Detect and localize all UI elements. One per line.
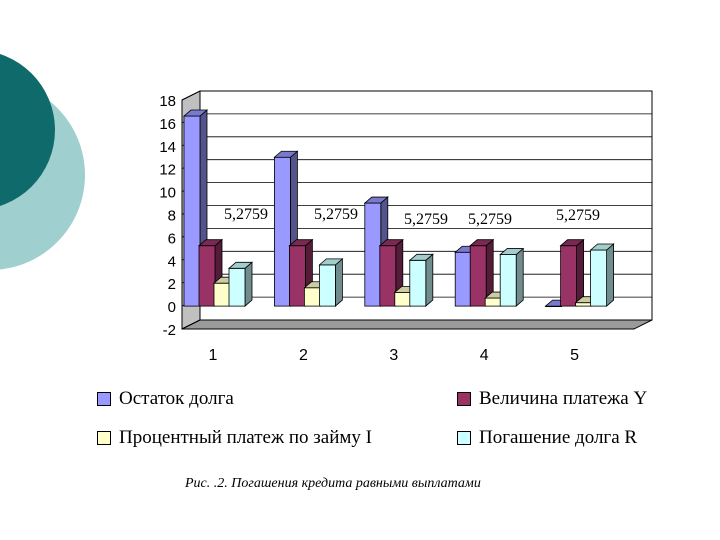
x-tick-label: 3 (389, 347, 398, 364)
data-label: 5,2759 (468, 211, 512, 228)
x-tick-label: 2 (299, 347, 308, 364)
decor-circle-dark (0, 54, 55, 206)
gridline-side (181, 90, 201, 101)
x-tick-label: 4 (480, 347, 489, 364)
y-tick-label: 0 (168, 299, 176, 316)
bar (228, 267, 246, 307)
y-tick-label: 10 (159, 185, 176, 202)
bar-top (197, 239, 224, 247)
bar (499, 254, 517, 307)
legend-label-1: Остаток долга (119, 388, 234, 409)
bar (560, 245, 577, 307)
bar-top (408, 253, 434, 261)
legend-label-4: Погашение долга R (479, 427, 638, 448)
bar-top (378, 239, 404, 247)
data-label: 5,2759 (556, 207, 600, 224)
legend-item-3: Процентный платеж по займу I (97, 427, 372, 449)
x-tick-label: 1 (209, 347, 218, 364)
legend-swatch-1 (97, 392, 111, 406)
legend-item-4: Погашение долга R (457, 427, 637, 449)
bar (590, 249, 607, 307)
bar-top (469, 239, 495, 247)
bar-top (363, 196, 389, 204)
bar (364, 202, 382, 307)
y-tick-label: 4 (168, 253, 176, 270)
bar-top (499, 248, 525, 255)
bar (318, 264, 336, 307)
bar (409, 259, 427, 307)
bar-top (318, 258, 344, 266)
y-tick-label: 2 (168, 276, 176, 293)
bar (379, 245, 397, 307)
legend-swatch-3 (97, 431, 111, 445)
legend-label-3: Процентный платеж по займу I (119, 427, 372, 448)
bar-side (244, 261, 253, 307)
y-tick-label: 18 (159, 93, 176, 110)
bar (484, 297, 502, 307)
y-tick-label: 14 (159, 139, 176, 156)
bar (273, 156, 291, 307)
bar-top (273, 150, 299, 158)
bar-top (589, 243, 615, 251)
legend-item-1: Остаток долга (97, 388, 234, 410)
bar (183, 115, 201, 307)
y-tick-label: 6 (168, 230, 176, 247)
gridline-side (181, 319, 201, 330)
chart-floor (181, 319, 653, 330)
data-label: 5,2759 (314, 206, 358, 223)
bar-side (606, 243, 614, 307)
bar-side (576, 238, 584, 307)
bar-top (227, 261, 254, 269)
y-tick-label: 16 (159, 116, 176, 133)
data-label: 5,2759 (404, 211, 448, 228)
bar (198, 245, 216, 307)
legend-item-2: Величина платежа Y (457, 388, 647, 410)
bar-side (515, 247, 524, 307)
bar (575, 302, 592, 307)
y-tick-label: 12 (159, 162, 176, 179)
bar-side (425, 253, 434, 307)
legend-swatch-2 (457, 392, 471, 406)
bar-top (182, 109, 209, 117)
bar-side (334, 258, 343, 307)
y-tick-label: 8 (168, 208, 176, 225)
figure-caption: Рис. .2. Погашения кредита равными выпла… (185, 476, 481, 491)
bar (469, 245, 487, 307)
bar (454, 251, 472, 307)
data-label: 5,2759 (224, 206, 268, 223)
bar-top (288, 239, 314, 247)
bar (288, 245, 306, 307)
legend-label-2: Величина платежа Y (479, 388, 648, 409)
bar (303, 287, 321, 307)
bar-top (559, 239, 585, 247)
bar (213, 282, 231, 307)
y-tick-label: -2 (163, 322, 176, 339)
legend-swatch-4 (457, 431, 471, 445)
bar (394, 291, 412, 307)
x-tick-label: 5 (570, 347, 579, 364)
